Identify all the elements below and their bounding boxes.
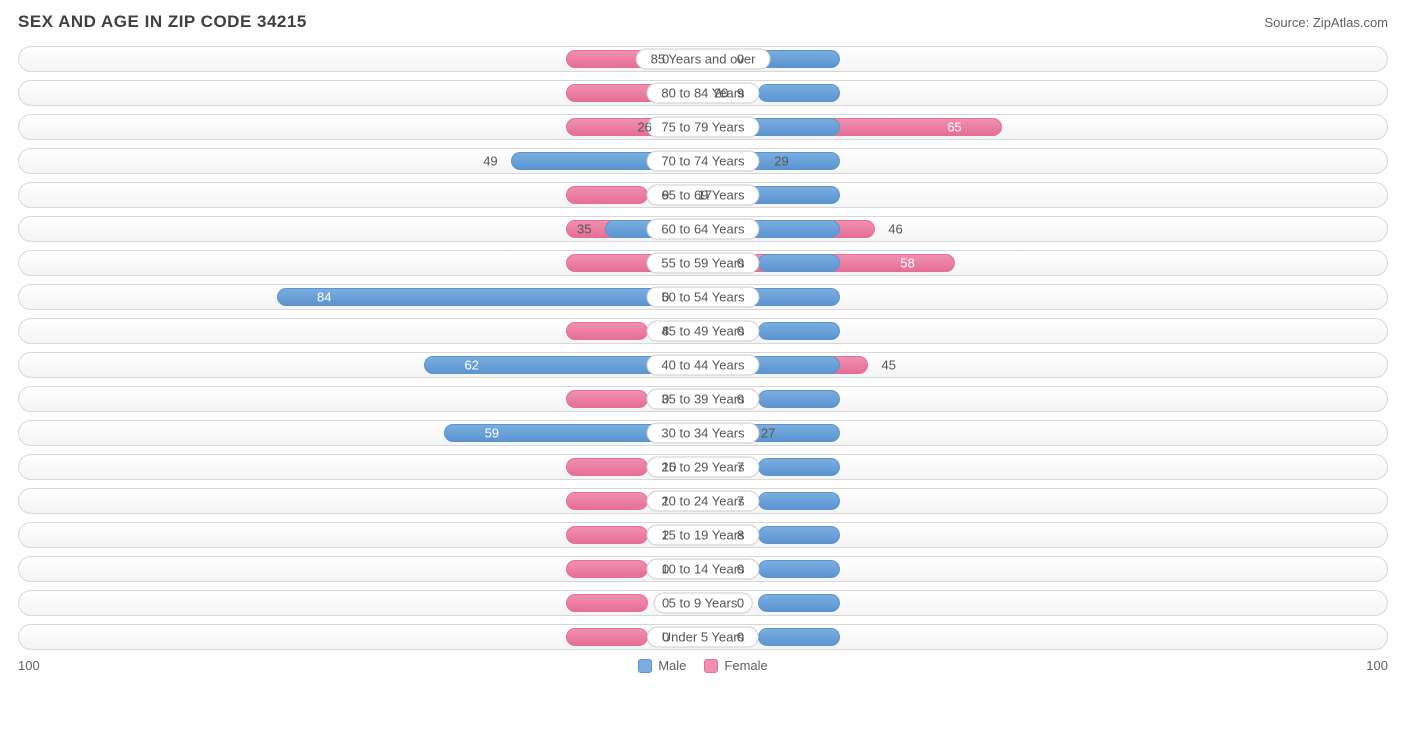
chart-source: Source: ZipAtlas.com [1264,15,1388,30]
female-bar [566,186,648,204]
male-value: 0 [737,630,744,645]
female-value: 45 [882,358,896,373]
female-value: 46 [888,222,902,237]
legend-male-label: Male [658,658,686,673]
female-bar [566,458,648,476]
male-bar [758,492,840,510]
male-bar [758,628,840,646]
female-value: 0 [662,52,669,67]
legend-female: Female [704,658,767,673]
legend-male-swatch [638,659,652,673]
female-value: 0 [662,630,669,645]
chart-row: Under 5 Years00 [18,624,1388,650]
female-value: 1 [662,494,669,509]
chart-row: 70 to 74 Years 49 29 [18,148,1388,174]
male-bar [758,390,840,408]
female-bar [566,560,648,578]
male-value: 7 [737,460,744,475]
female-value: 0 [662,596,669,611]
legend-male: Male [638,658,686,673]
chart-row: 5 to 9 Years00 [18,590,1388,616]
chart-row: 60 to 64 Years 35 46 [18,216,1388,242]
chart-row: 35 to 39 Years00 [18,386,1388,412]
chart-row: 55 to 59 Years058 [18,250,1388,276]
age-category-label: 75 to 79 Years [646,117,759,138]
age-category-label: 30 to 34 Years [646,423,759,444]
female-value: 65 [947,120,961,135]
chart-row: 45 to 49 Years08 [18,318,1388,344]
female-bar [566,322,648,340]
female-value: 0 [662,290,669,305]
female-value: 0 [662,562,669,577]
female-value: 20 [714,86,728,101]
chart-header: SEX AND AGE IN ZIP CODE 34215 Source: Zi… [18,12,1388,32]
male-bar [758,322,840,340]
axis-right-max: 100 [1366,658,1388,673]
female-bar [566,594,648,612]
chart-row: 75 to 79 Years26 65 [18,114,1388,140]
male-value: 0 [737,596,744,611]
male-value: 0 [737,392,744,407]
female-value: 29 [774,154,788,169]
chart-footer: 100 Male Female 100 [18,658,1388,673]
male-value: 8 [737,528,744,543]
female-value: 2 [662,528,669,543]
male-value: 9 [737,86,744,101]
chart-row: 50 to 54 Years840 [18,284,1388,310]
chart-title: SEX AND AGE IN ZIP CODE 34215 [18,12,307,32]
male-value: 0 [737,562,744,577]
female-value: 27 [761,426,775,441]
male-bar [444,424,839,442]
male-bar [424,356,840,374]
population-pyramid-chart: 85 Years and over0080 to 84 Years92075 t… [18,46,1388,650]
female-bar [566,390,648,408]
male-value: 7 [737,494,744,509]
age-category-label: 70 to 74 Years [646,151,759,172]
male-value: 26 [637,120,651,135]
male-value: 35 [577,222,591,237]
male-value: 0 [737,324,744,339]
female-value: 0 [662,392,669,407]
age-category-label: 40 to 44 Years [646,355,759,376]
male-bar [758,254,840,272]
chart-row: 25 to 29 Years710 [18,454,1388,480]
female-value: 9 [662,188,669,203]
female-bar [566,492,648,510]
female-bar [566,526,648,544]
male-value: 0 [737,52,744,67]
female-value: 8 [662,324,669,339]
chart-row: 40 to 44 Years 62 45 [18,352,1388,378]
male-value: 59 [485,426,499,441]
chart-row: 30 to 34 Years 59 27 [18,420,1388,446]
male-value: 84 [317,290,331,305]
axis-left-max: 100 [18,658,40,673]
male-bar [758,594,840,612]
legend: Male Female [638,658,768,673]
chart-row: 65 to 69 Years179 [18,182,1388,208]
female-value: 58 [900,256,914,271]
age-category-label: 85 Years and over [636,49,771,70]
female-bar [566,628,648,646]
chart-row: 20 to 24 Years71 [18,488,1388,514]
legend-female-swatch [704,659,718,673]
male-value: 17 [698,188,712,203]
male-bar [758,84,840,102]
male-bar [758,458,840,476]
male-bar [758,526,840,544]
male-value: 62 [464,358,478,373]
male-bar [758,560,840,578]
chart-row: 10 to 14 Years00 [18,556,1388,582]
legend-female-label: Female [724,658,767,673]
female-value: 10 [662,460,676,475]
male-value: 0 [737,256,744,271]
male-value: 49 [483,154,497,169]
chart-row: 15 to 19 Years82 [18,522,1388,548]
age-category-label: 60 to 64 Years [646,219,759,240]
chart-row: 85 Years and over0 0 [18,46,1388,72]
chart-row: 80 to 84 Years920 [18,80,1388,106]
